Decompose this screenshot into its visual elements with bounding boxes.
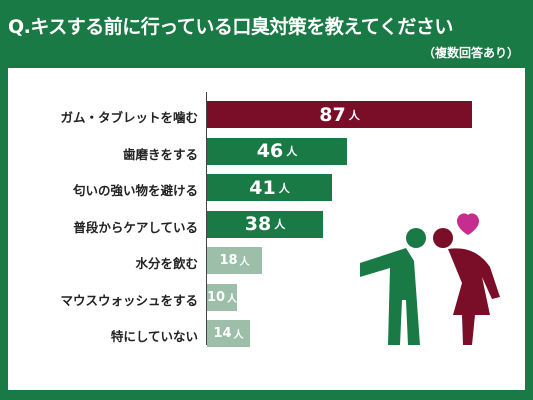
bar: 41 人: [207, 174, 332, 201]
chart-note: （複数回答あり）: [422, 46, 519, 60]
heart-icon: [457, 213, 479, 235]
y-axis-line: [206, 92, 207, 345]
category-label: マウスウォッシュをする: [60, 292, 198, 308]
category-label: 歯磨きをする: [122, 146, 198, 162]
chart-title: Q.キスする前に行っている口臭対策を教えてください: [8, 16, 453, 38]
bar: 38 人: [207, 210, 323, 238]
bar-value-label: 10: [206, 289, 226, 305]
bar-unit-label: 人: [233, 330, 244, 341]
bar-unit-label: 人: [286, 145, 298, 158]
category-label: 普段からケアしている: [73, 219, 198, 235]
bar-value-label: 18: [219, 253, 238, 268]
bar-unit-label: 人: [239, 257, 250, 268]
bar-value-label: 87: [319, 103, 346, 126]
bar-value-label: 41: [249, 176, 276, 199]
bar-unit-label: 人: [278, 181, 290, 195]
category-label: 水分を飲む: [135, 256, 198, 271]
man-figure-icon: [360, 228, 426, 345]
bar: 18 人: [207, 247, 262, 274]
bar-unit-label: 人: [274, 218, 286, 231]
bar-unit-label: 人: [348, 108, 360, 122]
woman-figure-icon: [433, 228, 500, 345]
category-label: ガム・タブレットを噛む: [60, 110, 198, 125]
bar-value-label: 38: [244, 213, 272, 235]
bar-value-label: 14: [213, 326, 232, 341]
bar-value-label: 46: [256, 140, 284, 162]
bar: 87 人: [207, 101, 472, 128]
bar: 14 人: [207, 320, 250, 347]
category-label: 匂いの強い物を避ける: [72, 183, 198, 198]
category-label: 特にしていない: [110, 329, 198, 344]
bar: 46 人: [207, 137, 347, 165]
bar-unit-label: 人: [227, 293, 238, 305]
kissing-couple-illustration: [360, 213, 500, 345]
bar: 10 人: [206, 283, 238, 311]
